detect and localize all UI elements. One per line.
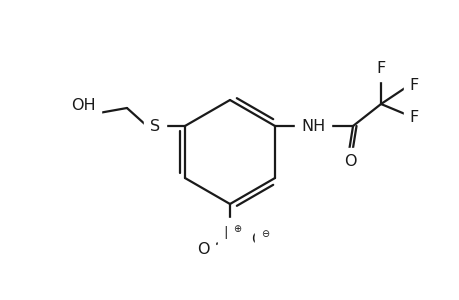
Text: ⊕: ⊕: [232, 224, 241, 234]
Text: ⊖: ⊖: [260, 229, 269, 239]
Text: NH: NH: [300, 118, 325, 134]
Text: N: N: [223, 225, 236, 243]
Text: F: F: [409, 77, 418, 92]
Text: O: O: [343, 154, 356, 169]
Text: F: F: [375, 61, 385, 76]
Text: F: F: [409, 110, 418, 124]
Text: O: O: [196, 242, 209, 257]
Text: OH: OH: [71, 98, 95, 112]
Text: O: O: [250, 232, 263, 247]
Text: S: S: [150, 118, 160, 134]
